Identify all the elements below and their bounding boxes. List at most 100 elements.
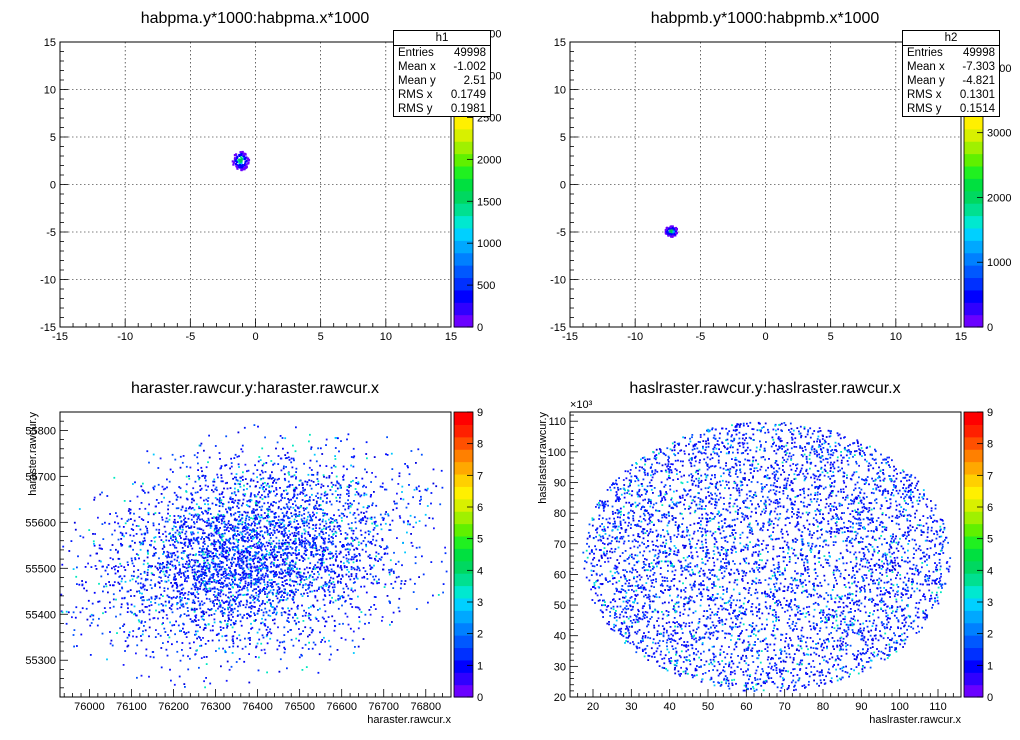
data-cell — [859, 541, 862, 544]
data-cell — [225, 634, 228, 637]
data-cell — [306, 506, 308, 509]
data-cell — [329, 553, 332, 555]
y-tick-label: 55600 — [25, 517, 56, 529]
data-cell — [181, 531, 184, 534]
data-cell — [231, 626, 234, 629]
data-cell — [194, 588, 197, 591]
data-cell — [217, 575, 220, 578]
data-cell — [391, 519, 394, 522]
data-cell — [296, 617, 299, 620]
data-cell — [183, 518, 185, 521]
data-cell — [259, 578, 261, 581]
data-cell — [167, 634, 169, 636]
data-cell — [357, 544, 360, 546]
data-cell — [293, 531, 296, 534]
data-cell — [319, 554, 321, 556]
data-cell — [335, 437, 338, 439]
data-cell — [159, 586, 161, 589]
stats-box[interactable]: h2 Entries 49998 Mean x -7.303 Mean y -4.82… — [902, 30, 1000, 117]
data-cell — [194, 554, 197, 557]
data-cell — [176, 590, 179, 593]
data-cell — [263, 581, 266, 583]
data-cell — [325, 522, 328, 525]
plot-canvas[interactable]: 20 30 40 50 60 70 80 90 100 110203040506070809010… — [510, 370, 1020, 740]
data-cell — [265, 484, 268, 487]
data-cell — [157, 502, 160, 504]
data-cell — [124, 580, 127, 583]
data-cell — [263, 564, 266, 566]
stats-box[interactable]: h1 Entries 49998 Mean x -1.002 Mean y 2.51 … — [393, 30, 491, 117]
data-cell — [259, 459, 262, 461]
data-cell — [223, 544, 226, 546]
data-cell — [308, 526, 311, 529]
data-cell — [409, 578, 412, 581]
data-cell — [212, 552, 214, 554]
data-cell — [204, 574, 206, 576]
data-cell — [214, 609, 217, 612]
data-cell — [237, 551, 240, 553]
data-cell — [139, 582, 142, 585]
data-cell — [242, 573, 245, 576]
data-cell — [267, 495, 270, 498]
stats-row: Mean x -1.002 — [394, 60, 490, 74]
data-cell — [357, 627, 360, 630]
data-cell — [219, 536, 222, 539]
data-cell — [203, 656, 206, 658]
data-cell — [311, 545, 314, 547]
data-cell — [227, 608, 230, 611]
data-cell — [340, 582, 342, 584]
data-cell — [253, 424, 256, 426]
data-cell — [342, 474, 345, 477]
data-cell — [364, 613, 367, 616]
x-tick-label: -10 — [117, 331, 133, 343]
data-cell — [309, 590, 312, 593]
data-cell — [317, 483, 320, 485]
data-cell — [255, 646, 257, 649]
data-cell — [310, 552, 313, 555]
data-cell — [326, 493, 329, 496]
data-cell — [253, 530, 256, 533]
data-cell — [146, 574, 149, 576]
data-cell — [252, 599, 254, 601]
data-cell — [234, 600, 236, 603]
data-cell — [330, 466, 333, 469]
data-cell — [318, 534, 321, 537]
data-cell — [89, 554, 92, 557]
data-cell — [249, 529, 251, 531]
data-cell — [264, 517, 267, 519]
data-cell — [292, 503, 294, 505]
data-cell — [206, 547, 208, 550]
data-cell — [249, 557, 252, 560]
data-cell — [346, 493, 348, 495]
data-cell — [266, 601, 269, 604]
data-cell — [278, 591, 281, 594]
data-cell — [687, 508, 690, 510]
data-cell — [287, 472, 290, 474]
data-cell — [322, 509, 324, 511]
data-cell — [283, 489, 285, 492]
data-cell — [217, 532, 220, 534]
data-cell — [294, 489, 296, 491]
data-cell — [291, 547, 294, 550]
data-cell — [243, 426, 246, 429]
data-cell — [414, 556, 417, 558]
data-cell — [152, 617, 155, 620]
data-cell — [295, 526, 298, 529]
data-cell — [299, 541, 301, 544]
data-cell — [257, 460, 260, 463]
data-cell — [311, 582, 313, 584]
data-cell — [255, 500, 258, 502]
data-cell — [213, 534, 215, 537]
plot-canvas[interactable]: 76000 76100 76200 76300 76400 76500 76600 76700… — [0, 370, 510, 740]
data-cell — [266, 508, 268, 511]
data-cell — [347, 623, 350, 626]
data-cell — [292, 496, 294, 499]
data-cell — [302, 520, 305, 523]
data-cell — [357, 513, 360, 516]
plot-title: habpma.y*1000:habpma.x*1000 — [140, 10, 370, 27]
data-cell — [258, 544, 260, 547]
data-cell — [89, 615, 92, 618]
data-cell — [293, 487, 296, 490]
data-cell — [246, 612, 249, 615]
data-cell — [209, 578, 211, 580]
